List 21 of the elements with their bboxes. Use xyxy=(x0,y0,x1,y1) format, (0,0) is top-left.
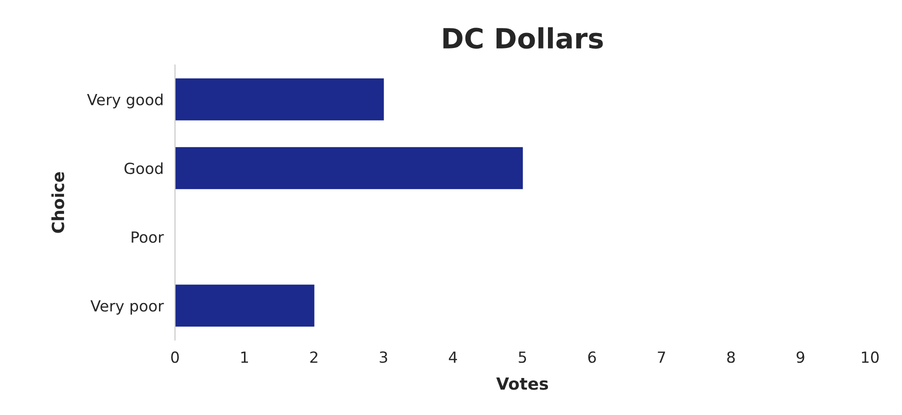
x-tick-label: 6 xyxy=(588,351,596,363)
bar xyxy=(175,147,523,190)
x-tick-label: 9 xyxy=(796,351,804,363)
x-tick-label: 2 xyxy=(310,351,318,363)
x-tick-label: 7 xyxy=(658,352,666,363)
x-tick-label: 1 xyxy=(241,352,248,363)
bar xyxy=(175,78,384,120)
y-tick-label: Poor xyxy=(132,232,164,243)
chart-title: DC Dollars xyxy=(443,27,603,49)
x-axis-title: Votes xyxy=(496,378,548,390)
y-axis-title: Choice xyxy=(51,172,64,233)
bar xyxy=(175,284,314,327)
x-tick-label: 5 xyxy=(518,352,526,363)
x-tick-label: 4 xyxy=(448,352,458,363)
x-tick-label: 8 xyxy=(727,351,735,363)
x-tick-label: 3 xyxy=(380,351,388,363)
x-tick-label: 0 xyxy=(171,351,179,363)
y-tick-label: Very poor xyxy=(90,300,164,315)
y-tick-label: Good xyxy=(124,162,162,174)
x-tick-label: 10 xyxy=(862,351,879,363)
y-tick-label: Very good xyxy=(87,94,162,108)
